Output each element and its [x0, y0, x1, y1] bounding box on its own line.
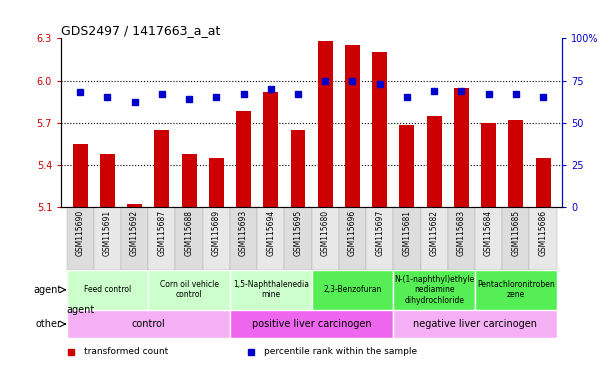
Text: GSM115695: GSM115695	[293, 210, 302, 256]
Text: 2,3-Benzofuran: 2,3-Benzofuran	[323, 285, 382, 294]
Bar	[372, 53, 387, 207]
Bar	[536, 158, 551, 207]
Bar	[230, 270, 312, 310]
Text: 1,5-Naphthalenedia
mine: 1,5-Naphthalenedia mine	[233, 280, 309, 300]
Bar	[284, 207, 312, 270]
Bar	[530, 207, 557, 270]
Text: agent: agent	[34, 285, 62, 295]
Text: other: other	[36, 319, 62, 329]
Text: GSM115682: GSM115682	[430, 210, 439, 256]
Bar	[67, 310, 230, 338]
Bar	[339, 207, 366, 270]
Bar	[209, 158, 224, 207]
Text: GSM115687: GSM115687	[158, 210, 166, 256]
Bar	[420, 207, 448, 270]
Bar	[203, 207, 230, 270]
Text: Corn oil vehicle
control: Corn oil vehicle control	[159, 280, 219, 300]
Text: control: control	[131, 319, 165, 329]
Bar	[148, 207, 175, 270]
Bar	[93, 207, 121, 270]
Text: negative liver carcinogen: negative liver carcinogen	[413, 319, 537, 329]
Bar	[100, 154, 115, 207]
Bar	[257, 207, 284, 270]
Bar	[121, 207, 148, 270]
Bar	[73, 144, 87, 207]
Bar	[236, 111, 251, 207]
Text: GSM115683: GSM115683	[457, 210, 466, 256]
Text: GSM115692: GSM115692	[130, 210, 139, 256]
Bar	[148, 270, 230, 310]
Bar	[426, 116, 442, 207]
Bar	[312, 270, 393, 310]
Bar	[393, 270, 475, 310]
Text: positive liver carcinogen: positive liver carcinogen	[252, 319, 371, 329]
Bar	[155, 130, 169, 207]
Bar	[481, 122, 496, 207]
Bar	[475, 207, 502, 270]
Text: GSM115686: GSM115686	[538, 210, 547, 256]
Bar	[312, 207, 339, 270]
Text: GSM115684: GSM115684	[484, 210, 493, 256]
Text: GSM115696: GSM115696	[348, 210, 357, 256]
Text: GSM115685: GSM115685	[511, 210, 521, 256]
Text: percentile rank within the sample: percentile rank within the sample	[264, 347, 417, 356]
Bar	[508, 120, 523, 207]
Text: GSM115690: GSM115690	[76, 210, 85, 256]
Text: GSM115688: GSM115688	[185, 210, 194, 256]
Text: N-(1-naphthyl)ethyle
nediamine
dihydrochloride: N-(1-naphthyl)ethyle nediamine dihydroch…	[394, 275, 474, 305]
Bar	[448, 207, 475, 270]
Bar	[400, 126, 414, 207]
Bar	[127, 204, 142, 207]
Bar	[263, 92, 278, 207]
Text: GSM115694: GSM115694	[266, 210, 276, 256]
Text: GSM115681: GSM115681	[403, 210, 411, 256]
Bar	[393, 207, 420, 270]
Bar	[454, 88, 469, 207]
Bar	[318, 41, 333, 207]
Text: transformed count: transformed count	[84, 347, 168, 356]
Bar	[67, 270, 148, 310]
Bar	[393, 310, 557, 338]
Text: GSM115680: GSM115680	[321, 210, 330, 256]
Text: GSM115689: GSM115689	[212, 210, 221, 256]
Bar	[366, 207, 393, 270]
Text: GSM115691: GSM115691	[103, 210, 112, 256]
Text: Pentachloronitroben
zene: Pentachloronitroben zene	[477, 280, 555, 300]
Bar	[181, 154, 197, 207]
Text: GSM115697: GSM115697	[375, 210, 384, 256]
Bar	[230, 310, 393, 338]
Bar	[502, 207, 530, 270]
Bar	[290, 130, 306, 207]
Bar	[475, 270, 557, 310]
Text: Feed control: Feed control	[84, 285, 131, 294]
Bar	[230, 207, 257, 270]
Bar	[345, 45, 360, 207]
Bar	[175, 207, 203, 270]
Text: GSM115693: GSM115693	[239, 210, 248, 256]
Text: agent: agent	[66, 305, 94, 314]
Text: GDS2497 / 1417663_a_at: GDS2497 / 1417663_a_at	[61, 24, 221, 37]
Bar	[67, 207, 93, 270]
